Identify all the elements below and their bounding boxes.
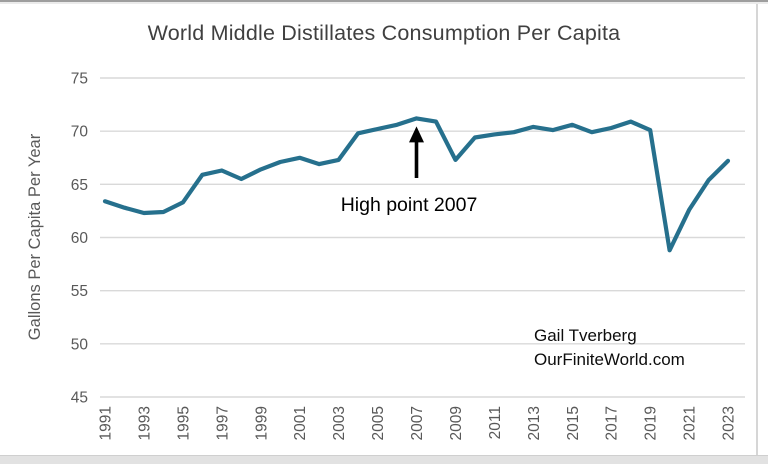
x-tick-label: 2015 (565, 406, 582, 440)
y-axis-title: Gallons Per Capita Per Year (26, 133, 44, 340)
x-tick-label: 1991 (98, 406, 115, 440)
x-tick-label: 2023 (721, 406, 738, 440)
x-tick-label: 1993 (136, 406, 153, 440)
data-line (102, 116, 731, 253)
top-border-shadow (0, 2, 768, 4)
bottom-strip (0, 455, 768, 464)
y-tick-label: 70 (71, 124, 89, 141)
annotation-arrow-icon (409, 126, 424, 143)
x-tick-label: 1997 (214, 406, 231, 440)
y-tick-label: 65 (71, 177, 88, 194)
y-tick-label: 75 (71, 71, 88, 88)
attribution: Gail Tverberg OurFiniteWorld.com (534, 324, 685, 371)
x-tick-label: 2009 (448, 406, 465, 440)
y-tick-label: 50 (71, 336, 89, 353)
x-tick-label: 2001 (292, 406, 309, 440)
annotation-label: High point 2007 (340, 194, 478, 216)
x-tick-label: 2003 (331, 406, 348, 440)
x-tick-label: 2005 (370, 406, 387, 440)
top-border (0, 0, 768, 2)
x-tick-label: 1999 (253, 406, 270, 440)
x-tick-label: 2017 (604, 406, 621, 440)
attribution-website: OurFiniteWorld.com (534, 349, 685, 369)
x-tick-label: 2019 (643, 406, 660, 440)
y-tick-label: 45 (71, 390, 88, 407)
x-tick-label: 2007 (409, 406, 426, 440)
y-tick-label: 55 (71, 283, 88, 300)
x-tick-label: 2013 (526, 406, 543, 440)
x-tick-label: 2011 (487, 406, 504, 439)
y-tick-label: 60 (71, 230, 89, 247)
x-tick-label: 2021 (682, 406, 699, 440)
x-tick-label: 1995 (175, 406, 192, 440)
chart-title: World Middle Distillates Consumption Per… (147, 21, 621, 45)
right-border (756, 4, 758, 455)
attribution-author: Gail Tverberg (534, 326, 637, 345)
